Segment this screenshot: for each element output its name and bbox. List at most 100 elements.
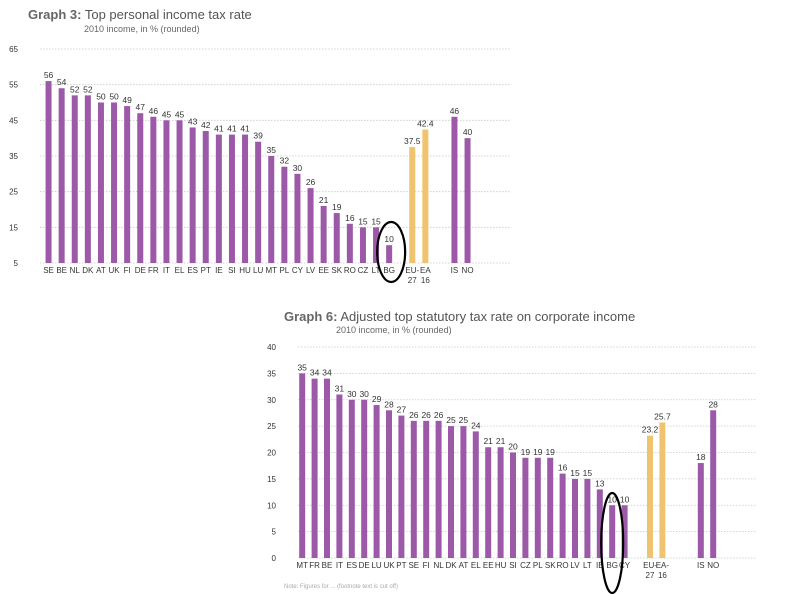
x-tick-label: UK xyxy=(108,266,120,275)
y-tick-label: 5 xyxy=(14,259,19,268)
bar-it xyxy=(163,120,170,263)
data-label: 40 xyxy=(463,127,473,137)
data-label: 10 xyxy=(384,234,394,244)
data-label: 26 xyxy=(306,177,316,187)
x-tick-label: SI xyxy=(509,561,517,570)
bar-no xyxy=(710,410,717,558)
x-tick-label: SI xyxy=(228,266,236,275)
data-label: 49 xyxy=(122,95,132,105)
data-label: 56 xyxy=(44,70,54,80)
bar-el xyxy=(472,431,479,558)
x-tick-label: HU xyxy=(495,561,507,570)
data-label: 32 xyxy=(280,156,290,166)
bar-sk xyxy=(547,457,554,558)
bar-it xyxy=(336,394,343,558)
bar-se xyxy=(410,420,417,558)
y-tick-label: 25 xyxy=(267,422,276,431)
bar-hu xyxy=(497,447,504,558)
bar-es xyxy=(189,127,196,263)
y-tick-label: 10 xyxy=(267,501,276,510)
data-label: 46 xyxy=(450,106,460,116)
x-tick-label: MT xyxy=(265,266,277,275)
x-tick-label: LU xyxy=(371,561,381,570)
bar-pt xyxy=(398,415,405,558)
data-label: 50 xyxy=(96,92,106,102)
chart-title-text: Adjusted top statutory tax rate on corpo… xyxy=(340,309,636,324)
chart-graph-3: Graph 3: Top personal income tax rate 20… xyxy=(0,0,520,300)
y-tick-label: 45 xyxy=(9,116,18,125)
x-tick-label: IE xyxy=(215,266,223,275)
data-label: 30 xyxy=(293,163,303,173)
x-tick-label: EU-27 xyxy=(405,266,419,285)
chart-footnote: Note: Figures for ... (footnote text is … xyxy=(284,584,398,590)
x-tick-label: LU xyxy=(253,266,263,275)
data-label: 52 xyxy=(83,84,93,94)
bar-ro xyxy=(346,223,353,263)
data-label: 25.7 xyxy=(654,411,671,421)
bar-cz xyxy=(522,457,529,558)
bar-el xyxy=(176,120,183,263)
x-tick-label: CY xyxy=(292,266,304,275)
bar-uk xyxy=(386,410,392,558)
bar-lv xyxy=(307,188,314,263)
x-tick-label: BE xyxy=(56,266,67,275)
x-tick-label: BG xyxy=(606,561,618,570)
x-tick-label: LV xyxy=(570,561,580,570)
x-tick-label: MT xyxy=(296,561,308,570)
data-label: 21 xyxy=(483,436,493,446)
bar-lv xyxy=(572,478,578,558)
data-label: 16 xyxy=(558,463,568,473)
bar-be xyxy=(58,88,65,263)
x-tick-label: UK xyxy=(383,561,395,570)
bar-ea-16 xyxy=(659,422,666,558)
data-label: 19 xyxy=(521,447,531,457)
data-label: 15 xyxy=(358,216,368,226)
bar-si xyxy=(510,452,516,558)
chart-title-number: Graph 3: xyxy=(28,7,82,22)
highlight-ellipse xyxy=(600,491,625,594)
data-label: 42 xyxy=(201,120,211,130)
data-label: 26 xyxy=(421,410,431,420)
x-tick-label: DE xyxy=(135,266,146,275)
bar-is xyxy=(451,116,458,264)
bar-ie xyxy=(215,134,222,263)
y-tick-label: 15 xyxy=(9,223,18,232)
bar-cy xyxy=(621,505,628,558)
x-tick-label: NL xyxy=(433,561,444,570)
bar-sk xyxy=(333,213,340,263)
y-tick-label: 35 xyxy=(267,369,276,378)
x-tick-label: DK xyxy=(82,266,94,275)
bar-fi xyxy=(423,420,430,558)
data-label: 43 xyxy=(188,116,198,126)
data-label: 23.2 xyxy=(642,425,659,435)
data-label: 19 xyxy=(533,447,543,457)
chart-title: Graph 6: Adjusted top statutory tax rate… xyxy=(284,309,635,324)
x-tick-label: CZ xyxy=(520,561,531,570)
x-tick-label: HU xyxy=(239,266,251,275)
data-label: 20 xyxy=(508,442,518,452)
data-label: 27 xyxy=(397,405,407,415)
x-tick-label: FI xyxy=(124,266,131,275)
bar-es xyxy=(348,399,355,558)
data-label: 39 xyxy=(253,131,263,141)
x-tick-label: EA 16 xyxy=(420,266,431,285)
x-tick-label: CZ xyxy=(358,266,369,275)
data-label: 34 xyxy=(310,368,320,378)
data-label: 25 xyxy=(459,415,469,425)
x-tick-label: CY xyxy=(619,561,631,570)
y-tick-label: 35 xyxy=(9,152,18,161)
y-tick-label: 65 xyxy=(9,45,18,54)
chart-subtitle: 2010 income, in % (rounded) xyxy=(84,24,200,34)
data-label: 52 xyxy=(70,84,80,94)
bar-bg xyxy=(386,245,393,263)
bar-se xyxy=(45,81,52,263)
bar-si xyxy=(228,134,235,263)
x-tick-label: IS xyxy=(697,561,705,570)
x-tick-label: IT xyxy=(163,266,170,275)
data-label: 15 xyxy=(583,468,593,478)
x-tick-label: SK xyxy=(545,561,556,570)
x-tick-label: FR xyxy=(148,266,159,275)
data-label: 41 xyxy=(227,124,237,134)
data-label: 45 xyxy=(162,109,172,119)
bar-eu-27 xyxy=(647,435,653,558)
